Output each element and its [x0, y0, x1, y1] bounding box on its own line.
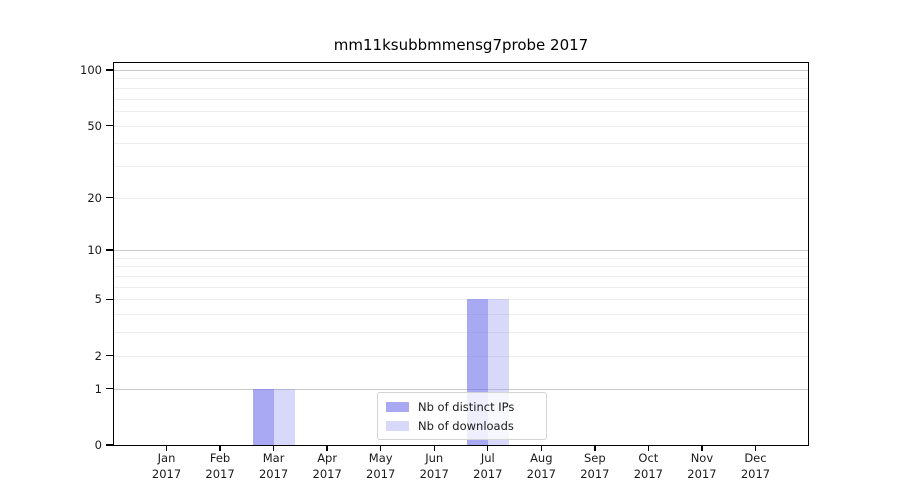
x-tick-label: Jun 2017: [404, 451, 464, 482]
x-tick-month: Dec: [744, 451, 767, 465]
x-tick-month: Nov: [690, 451, 714, 465]
legend-row: Nb of distinct IPs: [386, 399, 537, 414]
minor-gridline: [114, 332, 808, 334]
x-tick-month: Aug: [530, 451, 553, 465]
x-tick-mark: [594, 446, 596, 451]
y-tick-label: 0: [94, 438, 102, 452]
x-tick-mark: [487, 446, 489, 451]
y-tick-mark: [106, 444, 113, 446]
x-tick-year: 2017: [258, 466, 289, 481]
y-tick-mark: [106, 249, 113, 251]
y-tick-mark: [106, 298, 113, 301]
minor-gridline: [114, 87, 808, 89]
minor-gridline: [114, 286, 808, 288]
legend-label: Nb of distinct IPs: [418, 399, 515, 414]
minor-gridline: [114, 78, 808, 80]
minor-gridline: [114, 197, 808, 199]
x-tick-mark: [754, 446, 757, 451]
minor-gridline: [114, 257, 808, 259]
x-tick-mark: [326, 446, 328, 451]
y-tick-label: 50: [87, 118, 102, 133]
x-tick-year: 2017: [366, 466, 396, 481]
x-tick-month: Jul: [480, 451, 495, 465]
minor-gridline: [114, 98, 808, 100]
y-tick-label: 20: [87, 190, 102, 205]
y-tick-label: 10: [87, 243, 102, 258]
legend-swatch: [386, 420, 409, 431]
x-tick-year: 2017: [151, 466, 182, 481]
y-tick-mark: [106, 69, 113, 71]
x-tick-month: Sep: [584, 451, 606, 465]
chart-title: mm11ksubbmmensg7probe 2017: [333, 36, 589, 54]
x-tick-year: 2017: [633, 466, 664, 481]
x-tick-mark: [219, 446, 221, 451]
x-tick-mark: [540, 446, 542, 451]
x-tick-year: 2017: [419, 466, 449, 481]
minor-gridline: [114, 110, 808, 112]
minor-gridline: [114, 125, 808, 127]
x-tick-label: May 2017: [351, 451, 411, 482]
minor-gridline: [114, 355, 808, 357]
bar-mar-s0: [252, 388, 274, 445]
y-tick-mark: [106, 355, 113, 357]
x-tick-month: Mar: [262, 451, 285, 465]
x-tick-month: Oct: [638, 451, 659, 465]
x-tick-month: Jan: [157, 451, 176, 465]
y-tick-mark: [106, 196, 113, 199]
x-tick-label: Oct 2017: [618, 451, 678, 482]
x-tick-mark: [647, 446, 650, 451]
minor-gridline: [114, 143, 808, 145]
x-tick-mark: [701, 446, 703, 451]
x-tick-year: 2017: [526, 466, 556, 481]
minor-gridline: [114, 314, 808, 316]
major-gridline: [114, 70, 808, 71]
x-tick-label: Jul 2017: [458, 451, 518, 482]
major-gridline: [114, 388, 808, 390]
x-tick-year: 2017: [580, 466, 610, 481]
x-tick-year: 2017: [205, 466, 235, 481]
y-tick-label: 1: [94, 381, 102, 396]
x-tick-mark: [379, 446, 382, 451]
x-tick-mark: [165, 446, 168, 451]
minor-gridline: [114, 299, 808, 301]
legend: Nb of distinct IPs Nb of downloads: [377, 392, 547, 440]
x-tick-label: Apr 2017: [297, 451, 357, 482]
minor-gridline: [114, 276, 808, 278]
x-tick-month: Jun: [425, 451, 444, 465]
y-tick-label: 5: [94, 292, 102, 307]
legend-row: Nb of downloads: [386, 418, 537, 433]
plot-area: [113, 62, 809, 446]
minor-gridline: [114, 266, 808, 268]
x-tick-year: 2017: [740, 466, 771, 481]
x-tick-label: Aug 2017: [511, 451, 571, 482]
y-tick-mark: [106, 387, 113, 390]
x-tick-month: Apr: [317, 451, 338, 465]
bar-mar-s1: [273, 388, 295, 445]
y-tick-mark: [106, 124, 113, 127]
x-tick-year: 2017: [473, 466, 503, 481]
x-tick-mark: [272, 446, 275, 451]
x-tick-label: Mar 2017: [244, 451, 304, 482]
x-tick-year: 2017: [687, 466, 717, 481]
x-tick-year: 2017: [312, 466, 342, 481]
x-tick-label: Jan 2017: [137, 451, 197, 482]
minor-gridline: [114, 165, 808, 167]
major-gridline: [114, 250, 808, 252]
legend-swatch: [386, 401, 409, 412]
x-tick-month: Feb: [209, 451, 231, 465]
x-tick-label: Sep 2017: [565, 451, 625, 482]
x-tick-label: Dec 2017: [725, 451, 785, 482]
x-tick-month: May: [368, 451, 393, 465]
x-tick-label: Feb 2017: [190, 451, 250, 482]
x-tick-label: Nov 2017: [672, 451, 732, 482]
legend-label: Nb of downloads: [418, 418, 514, 433]
x-tick-mark: [433, 446, 435, 451]
y-tick-label: 100: [80, 63, 102, 77]
y-tick-label: 2: [94, 348, 102, 363]
